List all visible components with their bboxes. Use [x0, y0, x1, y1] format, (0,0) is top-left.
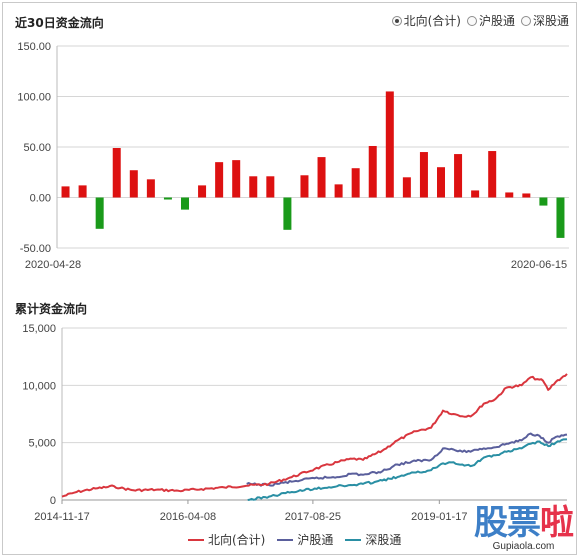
bar-27: [505, 192, 514, 198]
bar-16: [317, 157, 326, 198]
bar-30: [556, 197, 565, 238]
bar-6: [146, 179, 155, 198]
bar-y-tick-label: -50.00: [20, 243, 51, 255]
legend-item-north[interactable]: 北向(合计): [188, 531, 265, 548]
radio-shenzhen[interactable]: 深股通: [520, 12, 569, 29]
watermark-url: Gupiaola.com: [492, 541, 555, 552]
bottom-panel-title: 累计资金流向: [15, 302, 88, 316]
watermark-logo-accent: 啦: [540, 503, 574, 543]
radio-north-dot[interactable]: [391, 15, 402, 26]
radio-north-label: 北向(合计): [403, 14, 461, 28]
line-legend: 北向(合计) 沪股通 深股通: [188, 531, 401, 548]
bar-14: [283, 197, 292, 230]
radio-shanghai-dot[interactable]: [466, 15, 477, 26]
bar-7: [163, 197, 172, 200]
bar-29: [539, 197, 548, 206]
bar-y-tick-label: 50.00: [23, 142, 51, 154]
bar-x-tick-end: 2020-06-15: [511, 259, 567, 271]
legend-label-shenzhen: 深股通: [365, 533, 402, 547]
bar-4: [112, 148, 121, 198]
bar-19: [368, 145, 377, 198]
line-y-tick-label: 10,000: [22, 380, 56, 392]
line-series-shenzhen: [247, 438, 568, 501]
legend-item-shenzhen[interactable]: 深股通: [345, 531, 401, 548]
bar-y-tick-label: 100.00: [17, 92, 51, 104]
site-watermark: 股票啦 Gupiaola.com: [474, 503, 574, 552]
legend-swatch-north: [188, 538, 204, 541]
radio-north[interactable]: 北向(合计): [391, 12, 461, 29]
bar-23: [437, 167, 445, 198]
legend-label-shanghai: 沪股通: [297, 533, 334, 547]
line-series-shanghai: [246, 432, 568, 487]
bar-13: [266, 176, 275, 198]
line-y-tick-label: 0: [50, 495, 56, 507]
top-panel-title: 近30日资金流向: [15, 16, 104, 30]
bar-21: [402, 177, 411, 198]
line-x-tick-label: 2017-08-25: [285, 511, 341, 523]
legend-label-north: 北向(合计): [208, 533, 266, 547]
bar-18: [351, 168, 360, 198]
line-series-north: [61, 373, 568, 498]
legend-swatch-shanghai: [277, 538, 294, 541]
line-x-tick-label: 2016-04-08: [160, 511, 216, 523]
bar-25: [471, 190, 480, 198]
series-radio-group: 北向(合计) 沪股通 深股通: [391, 12, 569, 29]
bar-10: [215, 162, 224, 198]
bar-9: [198, 185, 207, 198]
legend-swatch-shenzhen: [345, 538, 362, 541]
bar-5: [129, 170, 138, 198]
line-y-tick-label: 5,000: [28, 438, 56, 450]
bar-x-tick-start: 2020-04-28: [25, 259, 81, 271]
bar-y-tick-label: 0.00: [30, 193, 51, 205]
bar-1: [61, 186, 70, 198]
bar-22: [419, 152, 428, 198]
watermark-logo-main: 股票: [474, 503, 541, 543]
bar-2: [78, 185, 87, 198]
line-x-tick-label: 2019-01-17: [411, 511, 467, 523]
radio-shanghai-label: 沪股通: [478, 14, 515, 28]
line-y-tick-label: 15,000: [22, 323, 56, 335]
radio-shenzhen-dot[interactable]: [520, 15, 531, 26]
bar-3: [95, 197, 104, 229]
radio-shenzhen-label: 深股通: [532, 14, 569, 28]
bar-15: [300, 175, 309, 198]
bar-8: [181, 197, 189, 210]
watermark-logo: 股票啦: [474, 503, 574, 543]
bar-17: [334, 184, 343, 198]
bar-24: [454, 154, 463, 198]
line-x-tick-label: 2014-11-17: [34, 511, 89, 523]
bar-28: [522, 193, 531, 198]
bar-y-tick-label: 150.00: [17, 41, 51, 53]
daily-flow-bar-chart: 150.00 100.00 50.00 0.00 -50.00 2020-04-28 202…: [17, 41, 569, 271]
bar-20: [385, 91, 394, 198]
radio-shanghai[interactable]: 沪股通: [466, 12, 515, 29]
legend-item-shanghai[interactable]: 沪股通: [277, 531, 333, 548]
bar-26: [488, 151, 497, 198]
bar-11: [232, 160, 241, 198]
bar-12: [249, 176, 258, 198]
